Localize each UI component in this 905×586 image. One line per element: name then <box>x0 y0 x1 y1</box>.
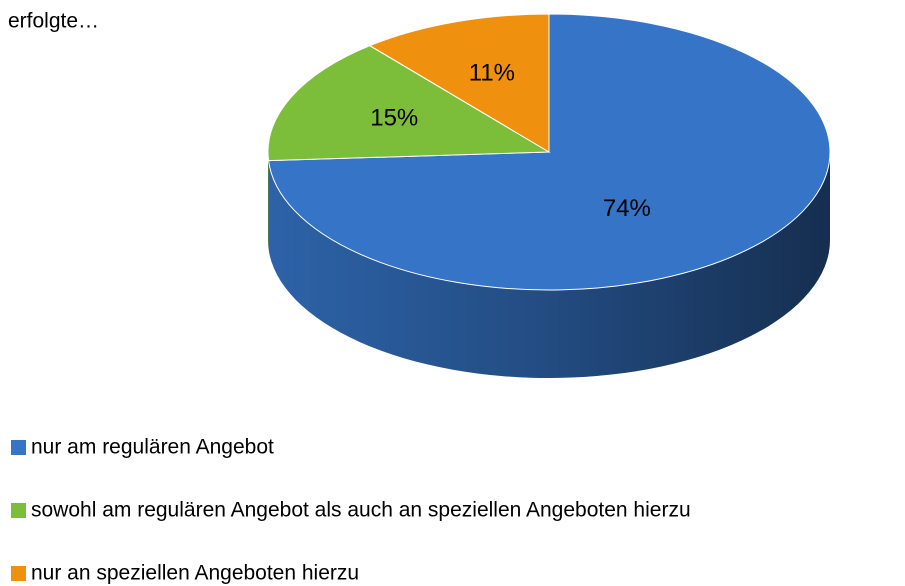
legend-label: sowohl am regulären Angebot als auch an … <box>31 499 691 522</box>
legend-swatch <box>11 440 26 455</box>
legend-label: nur an speziellen Angeboten hierzu <box>31 562 359 585</box>
pie-side-shade <box>268 152 269 249</box>
data-label: 15% <box>370 104 418 131</box>
legend-swatch <box>11 566 26 581</box>
chart-title: erfolgte… <box>8 10 99 33</box>
pie-side-shade <box>268 152 830 378</box>
legend-swatch <box>11 503 26 518</box>
pie-slice <box>267 45 551 162</box>
pie-slice <box>368 13 550 153</box>
data-label: 74% <box>603 195 651 222</box>
data-label: 11% <box>469 59 515 86</box>
legend-label: nur am regulären Angebot <box>31 436 274 459</box>
